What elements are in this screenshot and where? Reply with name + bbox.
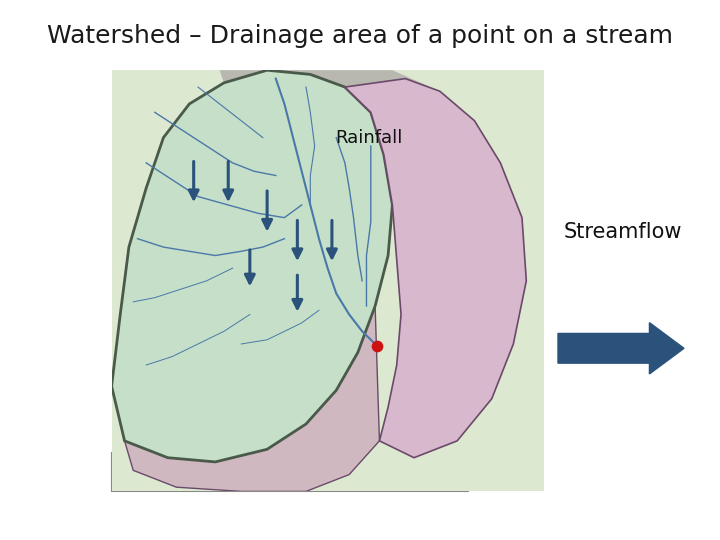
FancyBboxPatch shape bbox=[112, 453, 468, 491]
Polygon shape bbox=[112, 70, 544, 491]
Text: Connecting rainfall input with streamflow output: Connecting rainfall input with streamflo… bbox=[120, 463, 524, 481]
Polygon shape bbox=[345, 79, 526, 458]
Polygon shape bbox=[220, 70, 440, 91]
Text: Streamflow: Streamflow bbox=[564, 222, 682, 242]
Point bbox=[371, 342, 382, 350]
Polygon shape bbox=[125, 306, 379, 491]
Text: Rainfall: Rainfall bbox=[335, 129, 402, 146]
Polygon shape bbox=[112, 70, 392, 462]
Text: Watershed – Drainage area of a point on a stream: Watershed – Drainage area of a point on … bbox=[47, 24, 673, 48]
FancyArrow shape bbox=[558, 322, 684, 374]
